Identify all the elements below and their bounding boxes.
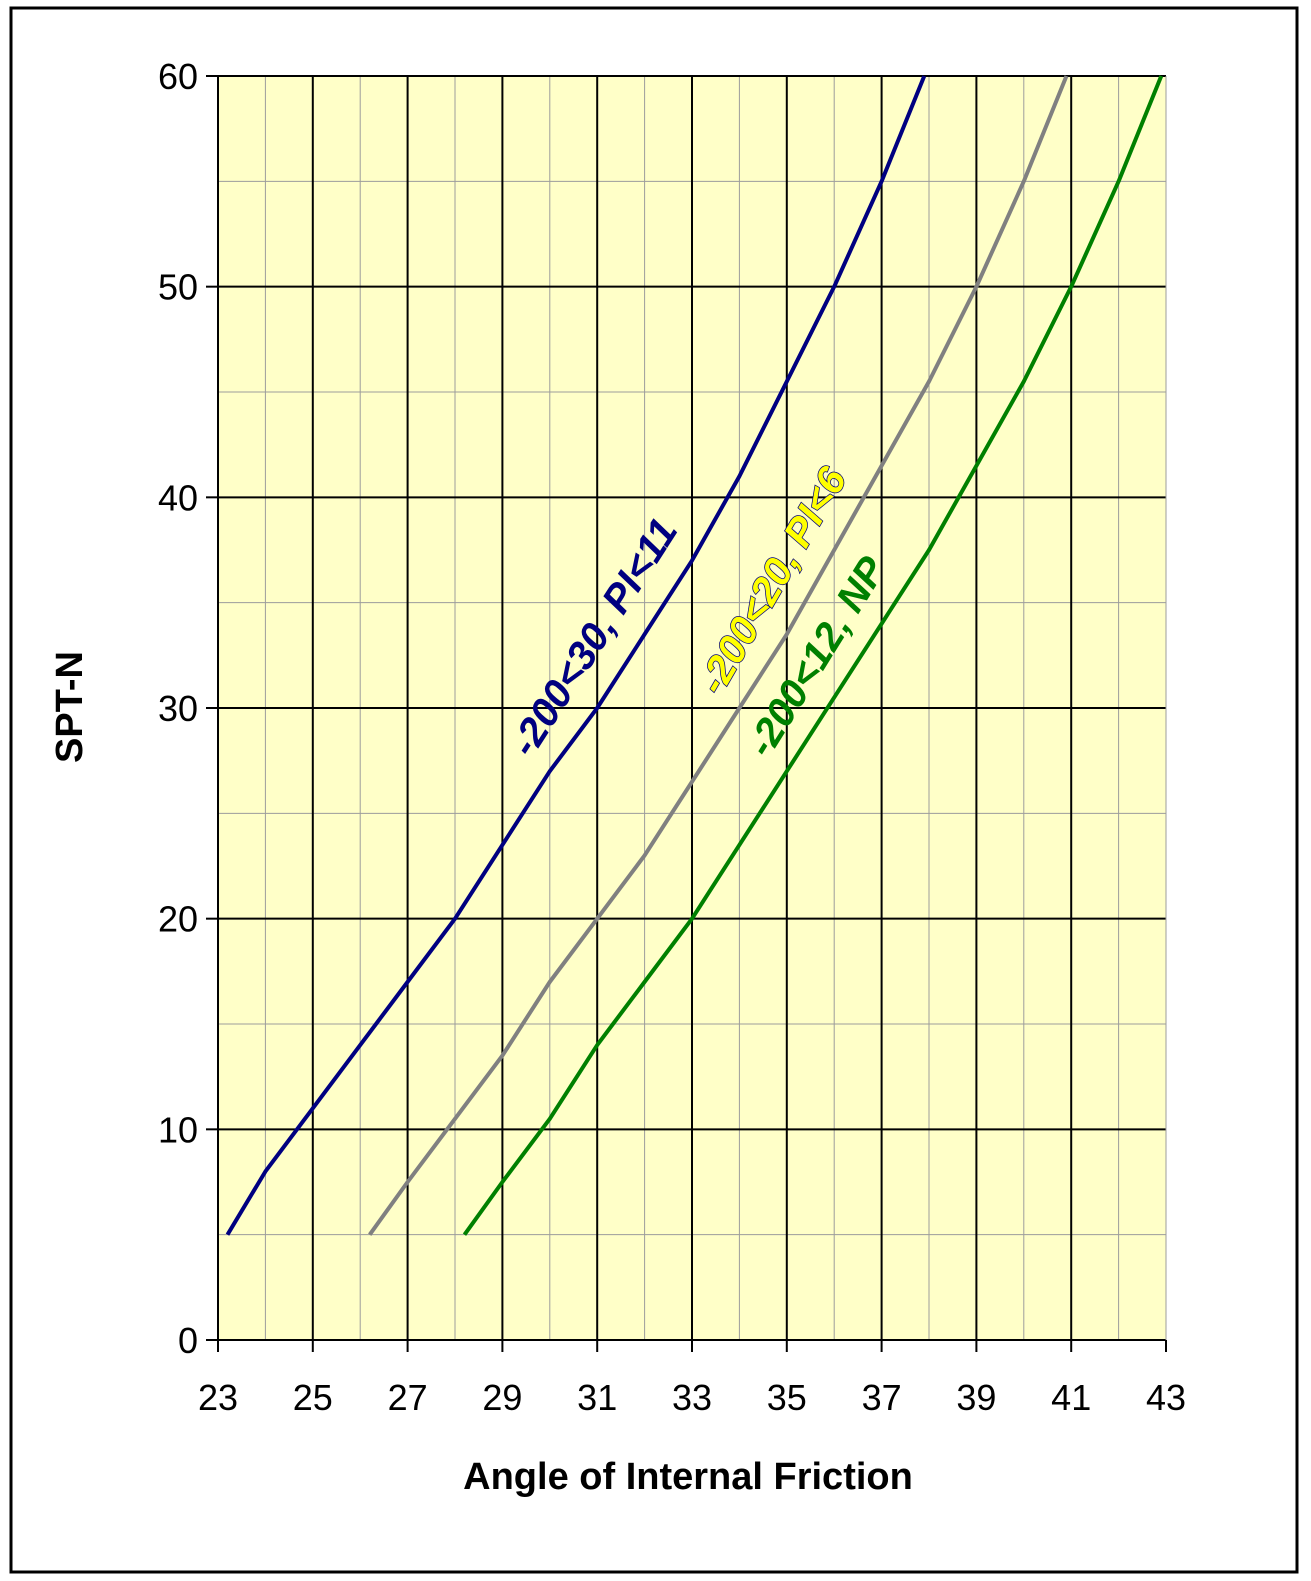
axes [206, 75, 1167, 1352]
x-tick-label: 37 [862, 1377, 902, 1418]
x-tick-label: 25 [293, 1377, 333, 1418]
y-tick-label: 30 [158, 688, 198, 729]
x-tick-label: 23 [198, 1377, 238, 1418]
x-tick-labels: 23 25 27 29 31 33 35 37 39 41 43 [198, 1377, 1186, 1418]
series-line-3 [462, 75, 1164, 1236]
x-tick-label: 41 [1051, 1377, 1091, 1418]
x-tick-label: 29 [482, 1377, 522, 1418]
x-tick-label: 35 [767, 1377, 807, 1418]
x-axis-title: Angle of Internal Friction [463, 1456, 913, 1498]
series-line-2 [368, 75, 1069, 1236]
x-tick-label: 39 [956, 1377, 996, 1418]
x-tick-label: 27 [388, 1377, 428, 1418]
y-tick-labels: 0 10 20 30 40 50 60 [158, 56, 198, 1361]
series-lines [225, 75, 1164, 1236]
y-tick-label: 40 [158, 477, 198, 518]
x-tick-label: 43 [1146, 1377, 1186, 1418]
series-line-1 [225, 75, 927, 1236]
y-tick-label: 20 [158, 899, 198, 940]
y-axis-title: SPT-N [49, 651, 91, 763]
y-tick-label: 60 [158, 56, 198, 97]
x-tick-label: 31 [577, 1377, 617, 1418]
y-tick-label: 10 [158, 1109, 198, 1150]
y-tick-label: 0 [178, 1320, 198, 1361]
y-tick-label: 50 [158, 267, 198, 308]
x-tick-label: 33 [672, 1377, 712, 1418]
